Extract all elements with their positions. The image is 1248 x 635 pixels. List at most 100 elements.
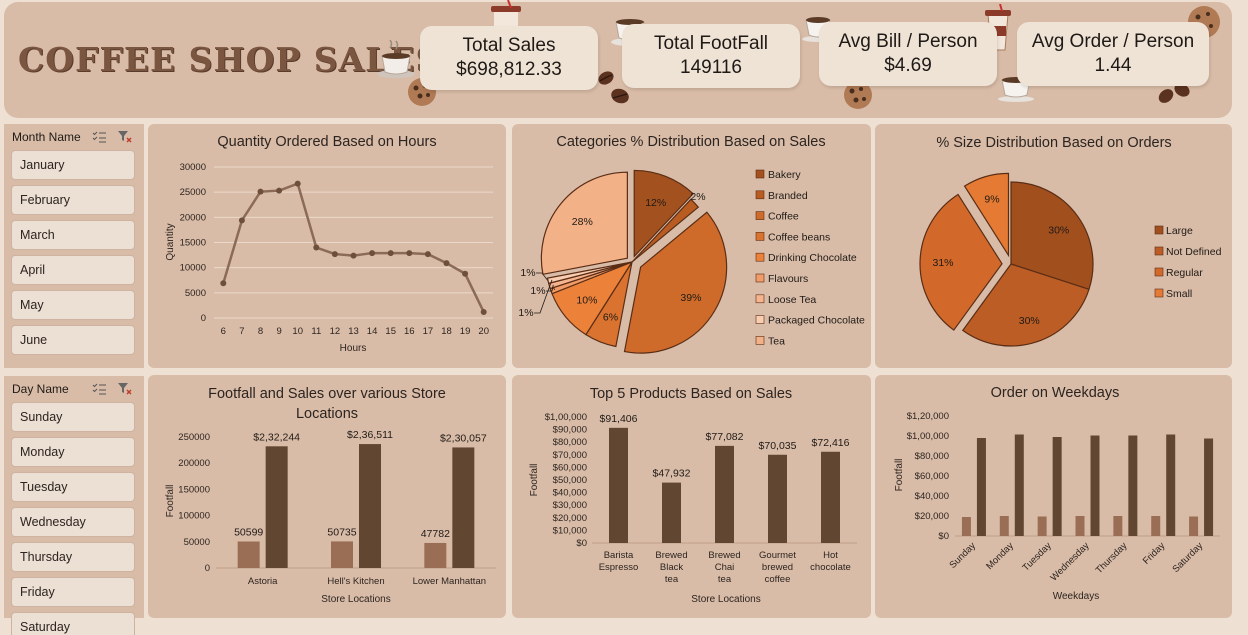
- y-tick-label: $50,000: [553, 475, 587, 486]
- x-axis-label: Hours: [340, 343, 367, 354]
- x-tick-label: Monday: [984, 540, 1016, 572]
- bar-value-label: $2,36,511: [347, 429, 393, 441]
- x-tick-label: 17: [423, 326, 434, 337]
- sales-bar: [1014, 434, 1024, 536]
- legend-swatch: [755, 190, 765, 200]
- legend-label: Not Defined: [1166, 246, 1222, 258]
- month-slicer-item-january[interactable]: January: [11, 150, 135, 180]
- x-tick-label: 19: [460, 326, 471, 337]
- bar-value-label: $2,32,244: [253, 431, 300, 443]
- data-point: [462, 270, 469, 277]
- kpi-label: Total Sales: [462, 35, 556, 56]
- month-slicer-item-march[interactable]: March: [11, 220, 135, 250]
- legend-label: Regular: [1166, 267, 1203, 279]
- y-tick-label: 250000: [178, 432, 210, 443]
- day-slicer-item-friday[interactable]: Friday: [11, 577, 135, 607]
- orders-bar: [1113, 516, 1123, 536]
- store-locations-panel: Footfall and Sales over various Store Loc…: [148, 375, 506, 618]
- data-point: [480, 308, 487, 315]
- slice-label: 30%: [1019, 315, 1040, 327]
- category-pie-panel: Categories % Distribution Based on Sales…: [512, 124, 871, 368]
- coffee-beans-icon: [1158, 83, 1190, 103]
- bar-value-label: $70,035: [759, 440, 797, 452]
- x-tick-label: 6: [221, 326, 226, 337]
- orders-bar: [1075, 516, 1085, 536]
- month-slicer-item-june[interactable]: June: [11, 325, 135, 355]
- slice-label: 12%: [645, 197, 666, 209]
- y-tick-label: $40,000: [553, 488, 587, 499]
- legend-label: Packaged Chocolate: [768, 315, 865, 327]
- y-axis-label: Footfall: [894, 459, 905, 492]
- bar-value-label: 47782: [421, 528, 450, 540]
- x-tick-label: Lower Manhattan: [413, 576, 486, 587]
- day-slicer-item-wednesday[interactable]: Wednesday: [11, 507, 135, 537]
- data-point: [350, 252, 357, 259]
- day-slicer-item-sunday[interactable]: Sunday: [11, 402, 135, 432]
- legend-label: Coffee: [768, 211, 799, 223]
- orders-bar: [1189, 516, 1199, 536]
- sales-bar: [359, 444, 381, 568]
- legend-label: Flavours: [768, 273, 808, 285]
- y-tick-label: 0: [201, 313, 206, 324]
- product-bar: [662, 482, 681, 543]
- x-axis-label: Store Locations: [691, 594, 761, 605]
- month-slicer-item-may[interactable]: May: [11, 290, 135, 320]
- legend-label: Branded: [768, 190, 808, 202]
- month-slicer-item-february[interactable]: February: [11, 185, 135, 215]
- legend-swatch: [1154, 225, 1164, 235]
- y-tick-label: $80,000: [553, 437, 587, 448]
- slice-label: 10%: [576, 294, 597, 306]
- clear-filter-icon[interactable]: [118, 130, 134, 144]
- slice-label: 9%: [984, 194, 999, 206]
- x-tick-label: Gourmet: [759, 550, 796, 561]
- data-point: [331, 251, 338, 258]
- legend-swatch: [1154, 288, 1164, 298]
- sales-bar: [976, 438, 986, 536]
- x-tick-label: Astoria: [248, 576, 278, 587]
- legend-label: Tea: [768, 335, 785, 347]
- data-point: [406, 250, 413, 257]
- y-tick-label: $20,000: [915, 511, 949, 522]
- kpi-total-sales: Total Sales $698,812.33: [420, 26, 598, 90]
- y-tick-label: $60,000: [553, 462, 587, 473]
- size-pie-panel: % Size Distribution Based on Orders 30% 30…: [875, 124, 1232, 368]
- day-slicer-item-monday[interactable]: Monday: [11, 437, 135, 467]
- clear-filter-icon[interactable]: [118, 382, 134, 396]
- day-slicer-item-saturday[interactable]: Saturday: [11, 612, 135, 635]
- sales-bar: [1090, 435, 1100, 536]
- bar-value-label: $77,082: [706, 431, 744, 443]
- day-slicer-item-tuesday[interactable]: Tuesday: [11, 472, 135, 502]
- kpi-value: 1.44: [1094, 55, 1132, 76]
- data-point: [276, 187, 283, 194]
- legend-swatch: [755, 294, 765, 304]
- month-slicer-item-april[interactable]: April: [11, 255, 135, 285]
- slice-label: 1%: [518, 307, 533, 319]
- sales-bar: [1052, 437, 1062, 536]
- y-tick-label: 20000: [180, 212, 206, 223]
- y-tick-label: $1,00,000: [907, 431, 949, 442]
- kpi-label: Total FootFall: [653, 33, 769, 54]
- product-bar: [715, 445, 734, 543]
- chart-title: Categories % Distribution Based on Sales: [556, 134, 825, 150]
- x-tick-label: Friday: [1141, 540, 1168, 567]
- x-tick-label: tea: [665, 574, 679, 585]
- x-tick-label: Espresso: [599, 562, 639, 573]
- footfall-bar: [237, 541, 260, 568]
- kpi-value: 149116: [680, 57, 742, 78]
- pie-slice-regular: [919, 193, 1003, 331]
- y-tick-label: 5000: [185, 288, 206, 299]
- bar-value-label: 50735: [327, 526, 356, 538]
- coffee-cup-icon: [377, 40, 415, 78]
- orders-bar: [961, 517, 971, 536]
- multi-select-icon[interactable]: [92, 382, 108, 396]
- data-point: [257, 188, 264, 195]
- pie-slice-branded: [631, 198, 700, 263]
- x-tick-label: Black: [660, 562, 683, 573]
- multi-select-icon[interactable]: [92, 130, 108, 144]
- weekday-orders-chart: Order on Weekdays $0 $20,000 $40,000 $60,000…: [894, 385, 1220, 602]
- x-tick-label: brewed: [762, 562, 793, 573]
- x-tick-label: 18: [441, 326, 452, 337]
- slice-label: 31%: [932, 257, 953, 269]
- kpi-total-footfall: Total FootFall 149116: [622, 24, 800, 88]
- day-slicer-item-thursday[interactable]: Thursday: [11, 542, 135, 572]
